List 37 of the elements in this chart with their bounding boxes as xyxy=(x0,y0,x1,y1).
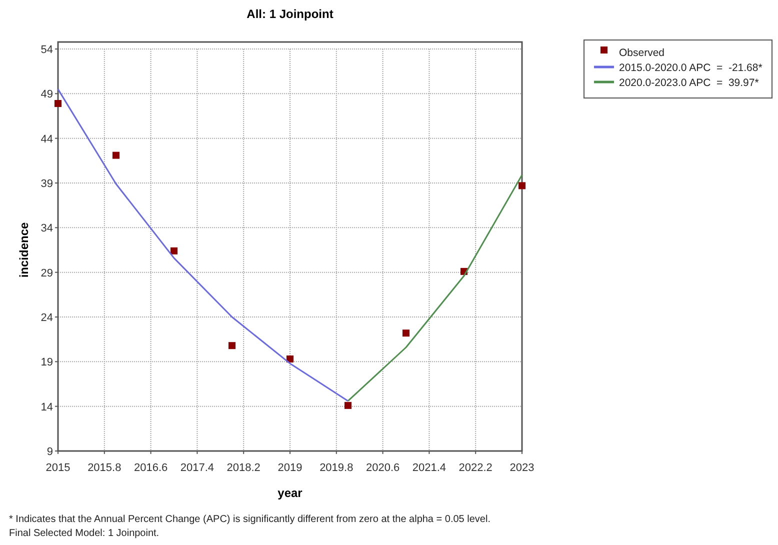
point xyxy=(170,247,178,254)
x-tick-label: 2021.4 xyxy=(412,462,446,474)
point xyxy=(518,182,526,190)
point xyxy=(402,330,410,337)
y-tick-label: 44 xyxy=(40,133,53,146)
x-tick-label: 2020.6 xyxy=(366,462,400,474)
y-axis-title: incidence xyxy=(17,222,31,278)
y-tick-label: 39 xyxy=(40,178,53,190)
y-tick-label: 29 xyxy=(40,267,53,280)
x-tick-label: 2015.8 xyxy=(88,462,122,474)
x-tick-label: 2023 xyxy=(510,462,534,474)
chart-title: All: 1 Joinpoint xyxy=(246,7,334,21)
y-tick-label: 34 xyxy=(40,222,53,235)
y-tick-label: 49 xyxy=(40,88,53,101)
point xyxy=(286,355,294,362)
x-tick-label: 2019.8 xyxy=(320,462,354,474)
y-tick-label: 54 xyxy=(40,44,53,56)
y-tick-label: 24 xyxy=(40,312,53,324)
y-tick-label: 9 xyxy=(46,446,53,458)
point xyxy=(112,152,120,159)
legend-label: 2020.0-2023.0 APC = 39.97* xyxy=(619,77,759,89)
point xyxy=(344,402,352,409)
legend-label: Observed xyxy=(619,47,665,59)
point xyxy=(54,100,62,107)
text: Final Selected Model: 1 Joinpoint. xyxy=(9,528,160,539)
y-tick-label: 14 xyxy=(40,401,53,414)
y-tick-label: 19 xyxy=(40,356,53,369)
x-tick-label: 2015 xyxy=(46,462,70,474)
point xyxy=(228,342,236,350)
x-tick-label: 2016.6 xyxy=(134,462,168,474)
x-axis-title: year xyxy=(278,486,303,500)
x-tick-label: 2022.2 xyxy=(458,462,492,474)
x-tick-label: 2017.4 xyxy=(180,462,214,474)
text: * Indicates that the Annual Percent Change (APC) is significantly different from zero at the alpha = 0.05 level. xyxy=(9,514,490,525)
x-tick-label: 2018.2 xyxy=(226,462,260,474)
legend-label: 2015.0-2020.0 APC = -21.68* xyxy=(619,62,762,74)
x-tick-label: 2019 xyxy=(278,462,302,474)
